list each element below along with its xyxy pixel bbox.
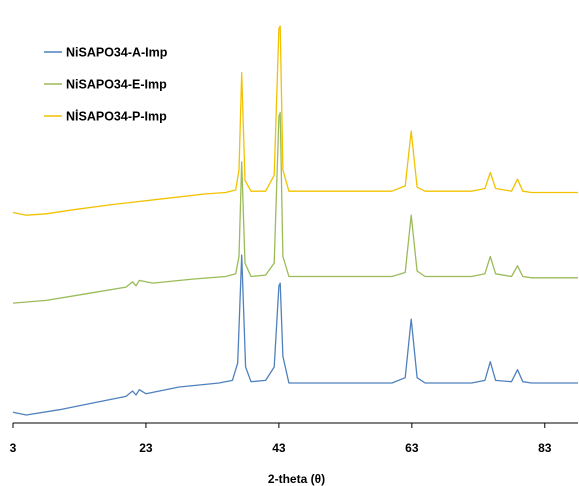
x-axis-label: 2-theta (θ) <box>268 472 325 486</box>
x-tick-label-0: 3 <box>10 441 17 455</box>
x-tick-label-3: 63 <box>405 441 419 455</box>
legend: NiSAPO34-A-Imp NiSAPO34-E-Imp NİSAPO34-P-I… <box>44 46 168 124</box>
x-tick-label-1: 23 <box>139 441 153 455</box>
x-tick-layer: 3 23 43 63 83 <box>10 423 552 455</box>
series-layer <box>12 25 578 416</box>
series-line-0 <box>12 254 578 416</box>
x-tick-label-2: 43 <box>272 441 286 455</box>
legend-label-1: NiSAPO34-E-Imp <box>66 78 167 92</box>
legend-label-0: NiSAPO34-A-Imp <box>66 46 168 60</box>
series-line-2 <box>12 25 578 216</box>
series-line-1 <box>12 111 578 304</box>
x-tick-label-4: 83 <box>538 441 552 455</box>
legend-label-2: NİSAPO34-P-Imp <box>66 109 167 124</box>
